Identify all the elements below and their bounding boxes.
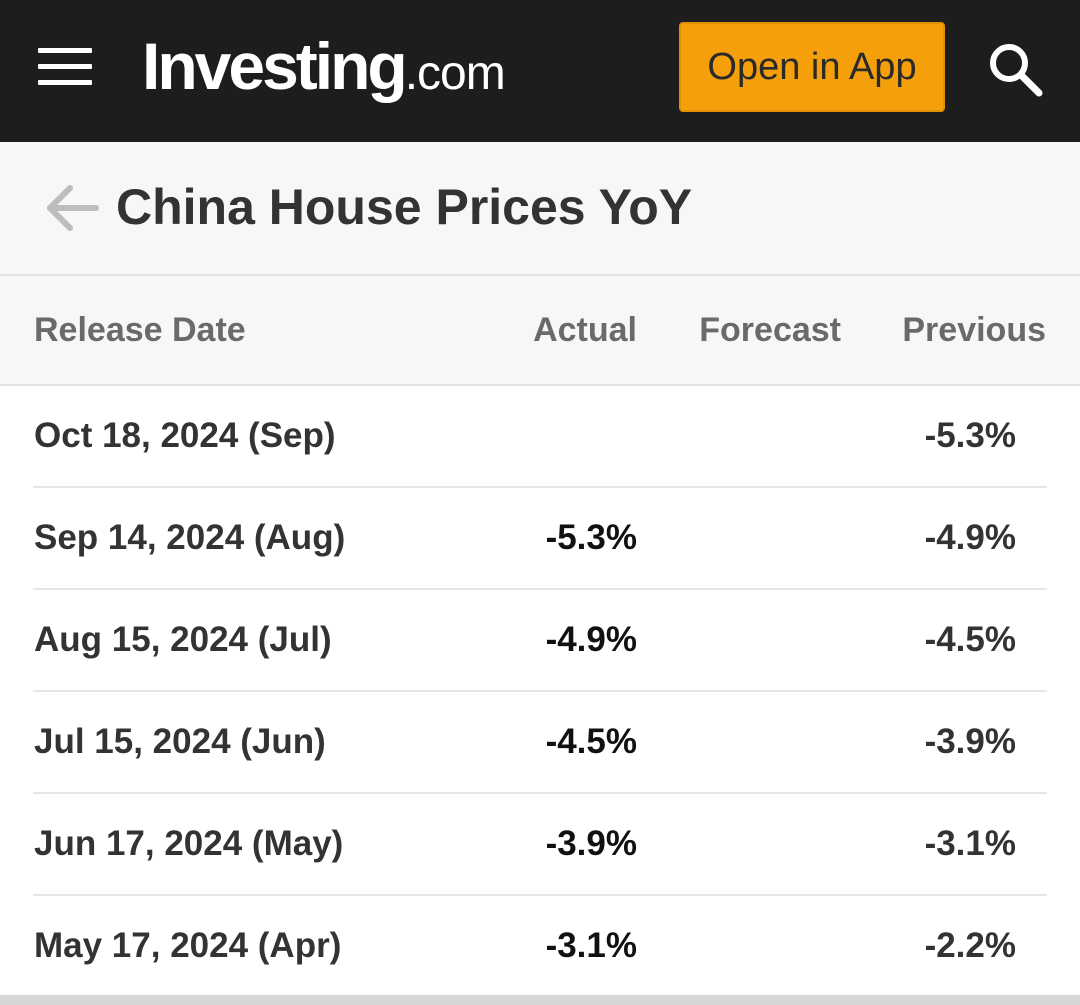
table-header-row: Release Date Actual Forecast Previous [0, 276, 1080, 386]
column-header-previous: Previous [902, 311, 1046, 349]
actual-value-cell: -3.9% [545, 824, 637, 863]
hamburger-menu-icon[interactable] [38, 48, 92, 86]
release-history-table: Oct 18, 2024 (Sep) -5.3% Sep 14, 2024 (A… [0, 386, 1080, 998]
release-date-cell: Aug 15, 2024 (Jul) [34, 620, 332, 659]
table-row: May 17, 2024 (Apr) -3.1% -2.2% [0, 896, 1080, 998]
back-arrow-icon[interactable] [44, 178, 100, 238]
page-title: China House Prices YoY [116, 179, 693, 235]
top-navigation-bar: Investing.com Open in App [0, 0, 1080, 142]
page-title-bar: China House Prices YoY [0, 142, 1080, 276]
release-date-cell: Jun 17, 2024 (May) [34, 824, 344, 863]
release-date-cell: Jul 15, 2024 (Jun) [34, 722, 326, 761]
table-row: Oct 18, 2024 (Sep) -5.3% [0, 386, 1080, 488]
previous-value-cell: -2.2% [924, 926, 1016, 965]
previous-value-cell: -3.1% [924, 824, 1016, 863]
previous-value-cell: -4.5% [924, 620, 1016, 659]
column-header-forecast: Forecast [699, 311, 841, 349]
table-row: Aug 15, 2024 (Jul) -4.9% -4.5% [0, 590, 1080, 692]
investing-logo[interactable]: Investing.com [142, 26, 506, 106]
actual-value-cell: -5.3% [545, 518, 637, 557]
release-date-cell: Sep 14, 2024 (Aug) [34, 518, 346, 557]
previous-value-cell: -4.9% [924, 518, 1016, 557]
open-in-app-button[interactable]: Open in App [679, 22, 945, 112]
table-row: Sep 14, 2024 (Aug) -5.3% -4.9% [0, 488, 1080, 590]
table-row: Jun 17, 2024 (May) -3.9% -3.1% [0, 794, 1080, 896]
previous-value-cell: -5.3% [924, 416, 1016, 455]
actual-value-cell: -3.1% [545, 926, 637, 965]
previous-value-cell: -3.9% [924, 722, 1016, 761]
release-date-cell: Oct 18, 2024 (Sep) [34, 416, 336, 455]
actual-value-cell: -4.9% [545, 620, 637, 659]
logo-suffix-text: .com [404, 47, 506, 100]
release-date-cell: May 17, 2024 (Apr) [34, 926, 342, 965]
logo-main-text: Investing [142, 29, 408, 103]
table-row: Jul 15, 2024 (Jun) -4.5% -3.9% [0, 692, 1080, 794]
bottom-divider [0, 995, 1080, 1005]
search-icon[interactable] [986, 40, 1044, 98]
column-header-actual: Actual [533, 311, 637, 349]
actual-value-cell: -4.5% [545, 722, 637, 761]
column-header-release-date: Release Date [34, 311, 246, 349]
